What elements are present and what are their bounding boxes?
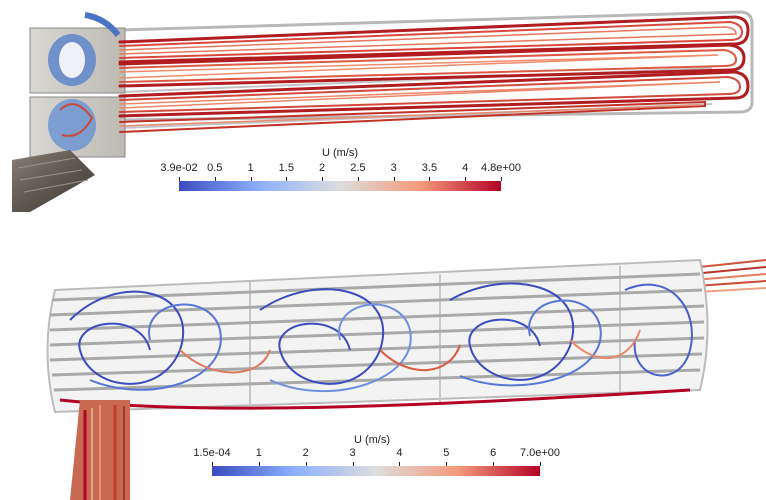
top-colorbar-tick-label: 4 bbox=[462, 162, 469, 174]
bottom-colorbar-tick-label: 7.0e+00 bbox=[519, 447, 561, 459]
bottom-colorbar-tick-label: 3 bbox=[349, 447, 356, 459]
bottom-colorbar-tick-mark bbox=[493, 462, 495, 466]
bottom-colorbar-title: U (m/s) bbox=[353, 434, 391, 446]
top-colorbar-gradient bbox=[179, 181, 501, 191]
bottom-colorbar-tick-mark bbox=[212, 462, 213, 466]
bottom-colorbar-tick-label: 6 bbox=[490, 447, 497, 459]
bottom-colorbar-tick-mark bbox=[446, 462, 448, 466]
bottom-colorbar-tick-label: 5 bbox=[443, 447, 450, 459]
bottom-colorbar-tick-label: 1 bbox=[255, 447, 262, 459]
tube-lines bbox=[49, 272, 705, 392]
streamline-bundle-upper bbox=[118, 15, 750, 88]
top-colorbar-tick-label: 1 bbox=[247, 162, 254, 174]
top-colorbar-tick-label: 3 bbox=[390, 162, 397, 174]
inlet-header bbox=[29, 12, 126, 158]
top-streamline-view: U (m/s) 3.9e-02 0.5 1 1.5 2 2.5 3 3.5 4 4.8e+00 bbox=[0, 0, 766, 230]
tube-bundle-render bbox=[12, 10, 754, 212]
top-colorbar-tick-mark bbox=[429, 177, 431, 181]
top-colorbar: U (m/s) 3.9e-02 0.5 1 1.5 2 2.5 3 3.5 4 4.8e+00 bbox=[0, 0, 766, 230]
top-colorbar-tick-mark bbox=[393, 177, 395, 181]
bottom-colorbar-gradient bbox=[212, 466, 540, 476]
top-colorbar-tick-mark bbox=[501, 177, 502, 181]
top-colorbar-title: U (m/s) bbox=[321, 147, 359, 159]
bottom-colorbar-tick-mark bbox=[258, 462, 260, 466]
top-colorbar-tick-mark bbox=[250, 177, 252, 181]
bottom-colorbar-tick-mark bbox=[305, 462, 307, 466]
outlet-pipe bbox=[689, 259, 766, 293]
top-colorbar-tick-mark bbox=[357, 177, 359, 181]
bottom-colorbar-tick-mark bbox=[352, 462, 354, 466]
top-colorbar-tick-label: 2 bbox=[319, 162, 326, 174]
top-colorbar-tick-label: 3.9e-02 bbox=[160, 162, 198, 174]
bottom-colorbar-tick-label: 1.5e-04 bbox=[193, 447, 231, 459]
shell-render bbox=[46, 258, 766, 500]
top-colorbar-tick-label: 0.5 bbox=[207, 162, 223, 174]
top-colorbar-tick-mark bbox=[322, 177, 324, 181]
bottom-colorbar-tick-label: 4 bbox=[396, 447, 403, 459]
streamline-bundle-lower bbox=[118, 70, 750, 133]
bottom-colorbar-tick-mark bbox=[540, 462, 541, 466]
top-colorbar-tick-label: 3.5 bbox=[421, 162, 438, 174]
shell-inlet-pipe bbox=[70, 400, 130, 500]
top-colorbar-tick-label: 4.8e+00 bbox=[480, 162, 522, 174]
top-colorbar-tick-mark bbox=[286, 177, 288, 181]
bottom-colorbar-tick-mark bbox=[399, 462, 401, 466]
top-colorbar-tick-mark bbox=[179, 177, 180, 181]
bottom-colorbar: U (m/s) 1.5e-04 1 2 3 4 5 6 7.0e+00 bbox=[0, 230, 766, 500]
top-colorbar-tick-label: 2.5 bbox=[350, 162, 366, 174]
inlet-pipe bbox=[12, 150, 95, 212]
top-colorbar-tick-label: 1.5 bbox=[278, 162, 294, 174]
top-colorbar-tick-mark bbox=[465, 177, 467, 181]
top-colorbar-tick-mark bbox=[214, 177, 216, 181]
bottom-colorbar-tick-label: 2 bbox=[302, 447, 309, 459]
bottom-streamline-view: U (m/s) 1.5e-04 1 2 3 4 5 6 7.0e+00 bbox=[0, 230, 766, 500]
